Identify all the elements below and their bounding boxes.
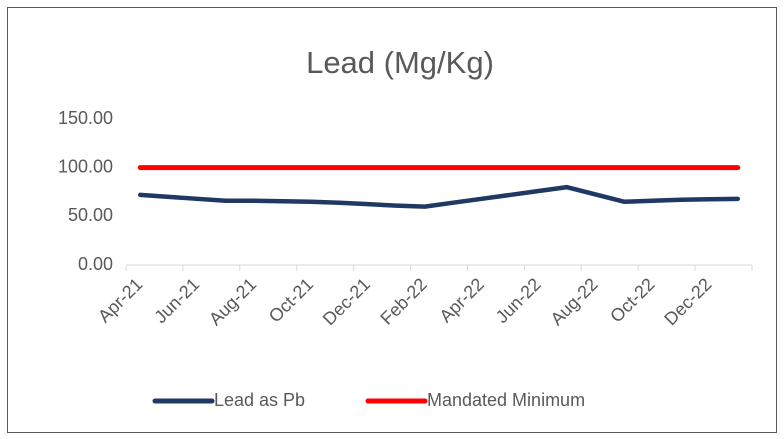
y-tick-label: 100.00 xyxy=(58,156,113,176)
y-tick-label: 150.00 xyxy=(58,108,113,128)
y-tick-label: 50.00 xyxy=(68,205,113,225)
legend-label: Mandated Minimum xyxy=(427,390,585,410)
series-line xyxy=(137,184,741,209)
y-tick-label: 0.00 xyxy=(78,254,113,274)
chart-title: Lead (Mg/Kg) xyxy=(306,45,494,80)
chart-border xyxy=(7,7,777,433)
legend-label: Lead as Pb xyxy=(214,390,305,410)
